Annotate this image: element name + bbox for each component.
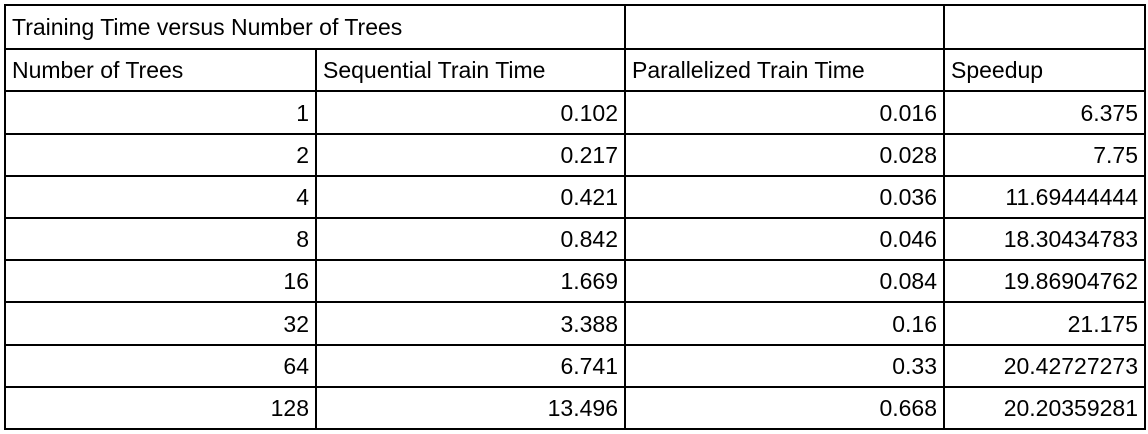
table-title: Training Time versus Number of Trees — [4, 3, 626, 51]
cell-parallelized-train-time: 0.046 — [624, 217, 945, 262]
cell-sequential-train-time: 0.217 — [315, 132, 626, 177]
column-header-number-of-trees: Number of Trees — [4, 48, 317, 93]
cell-parallelized-train-time: 0.668 — [624, 385, 945, 431]
title-row: Training Time versus Number of Trees — [4, 3, 1146, 51]
cell-parallelized-train-time: 0.33 — [624, 343, 945, 388]
table-row: 128 13.496 0.668 20.20359281 — [4, 385, 1146, 431]
cell-sequential-train-time: 6.741 — [315, 343, 626, 388]
cell-speedup: 6.375 — [943, 90, 1146, 135]
cell-sequential-train-time: 3.388 — [315, 301, 626, 346]
cell-sequential-train-time: 0.842 — [315, 217, 626, 262]
cell-sequential-train-time: 0.102 — [315, 90, 626, 135]
cell-number-of-trees: 16 — [4, 259, 317, 304]
table-row: 64 6.741 0.33 20.42727273 — [4, 343, 1146, 388]
cell-parallelized-train-time: 0.016 — [624, 90, 945, 135]
table-row: 16 1.669 0.084 19.86904762 — [4, 259, 1146, 304]
header-row: Number of Trees Sequential Train Time Pa… — [4, 48, 1146, 93]
cell-number-of-trees: 4 — [4, 174, 317, 220]
cell-speedup: 18.30434783 — [943, 217, 1146, 262]
cell-speedup: 20.20359281 — [943, 385, 1146, 431]
cell-speedup: 19.86904762 — [943, 259, 1146, 304]
table-row: 32 3.388 0.16 21.175 — [4, 301, 1146, 346]
cell-number-of-trees: 128 — [4, 385, 317, 431]
table-row: 1 0.102 0.016 6.375 — [4, 90, 1146, 135]
cell-number-of-trees: 32 — [4, 301, 317, 346]
cell-parallelized-train-time: 0.084 — [624, 259, 945, 304]
cell-sequential-train-time: 13.496 — [315, 385, 626, 431]
table-row: 8 0.842 0.046 18.30434783 — [4, 217, 1146, 262]
cell-sequential-train-time: 1.669 — [315, 259, 626, 304]
table-row: 4 0.421 0.036 11.69444444 — [4, 174, 1146, 220]
cell-number-of-trees: 2 — [4, 132, 317, 177]
training-time-table: Training Time versus Number of Trees Num… — [4, 3, 1146, 431]
empty-cell — [624, 3, 945, 51]
cell-sequential-train-time: 0.421 — [315, 174, 626, 220]
cell-parallelized-train-time: 0.16 — [624, 301, 945, 346]
table-row: 2 0.217 0.028 7.75 — [4, 132, 1146, 177]
table-body: Training Time versus Number of Trees Num… — [4, 3, 1146, 431]
column-header-speedup: Speedup — [943, 48, 1146, 93]
cell-parallelized-train-time: 0.036 — [624, 174, 945, 220]
cell-number-of-trees: 64 — [4, 343, 317, 388]
column-header-sequential-train-time: Sequential Train Time — [315, 48, 626, 93]
cell-parallelized-train-time: 0.028 — [624, 132, 945, 177]
empty-cell — [943, 3, 1146, 51]
cell-number-of-trees: 8 — [4, 217, 317, 262]
column-header-parallelized-train-time: Parallelized Train Time — [624, 48, 945, 93]
cell-speedup: 11.69444444 — [943, 174, 1146, 220]
cell-speedup: 7.75 — [943, 132, 1146, 177]
cell-speedup: 20.42727273 — [943, 343, 1146, 388]
cell-number-of-trees: 1 — [4, 90, 317, 135]
cell-speedup: 21.175 — [943, 301, 1146, 346]
